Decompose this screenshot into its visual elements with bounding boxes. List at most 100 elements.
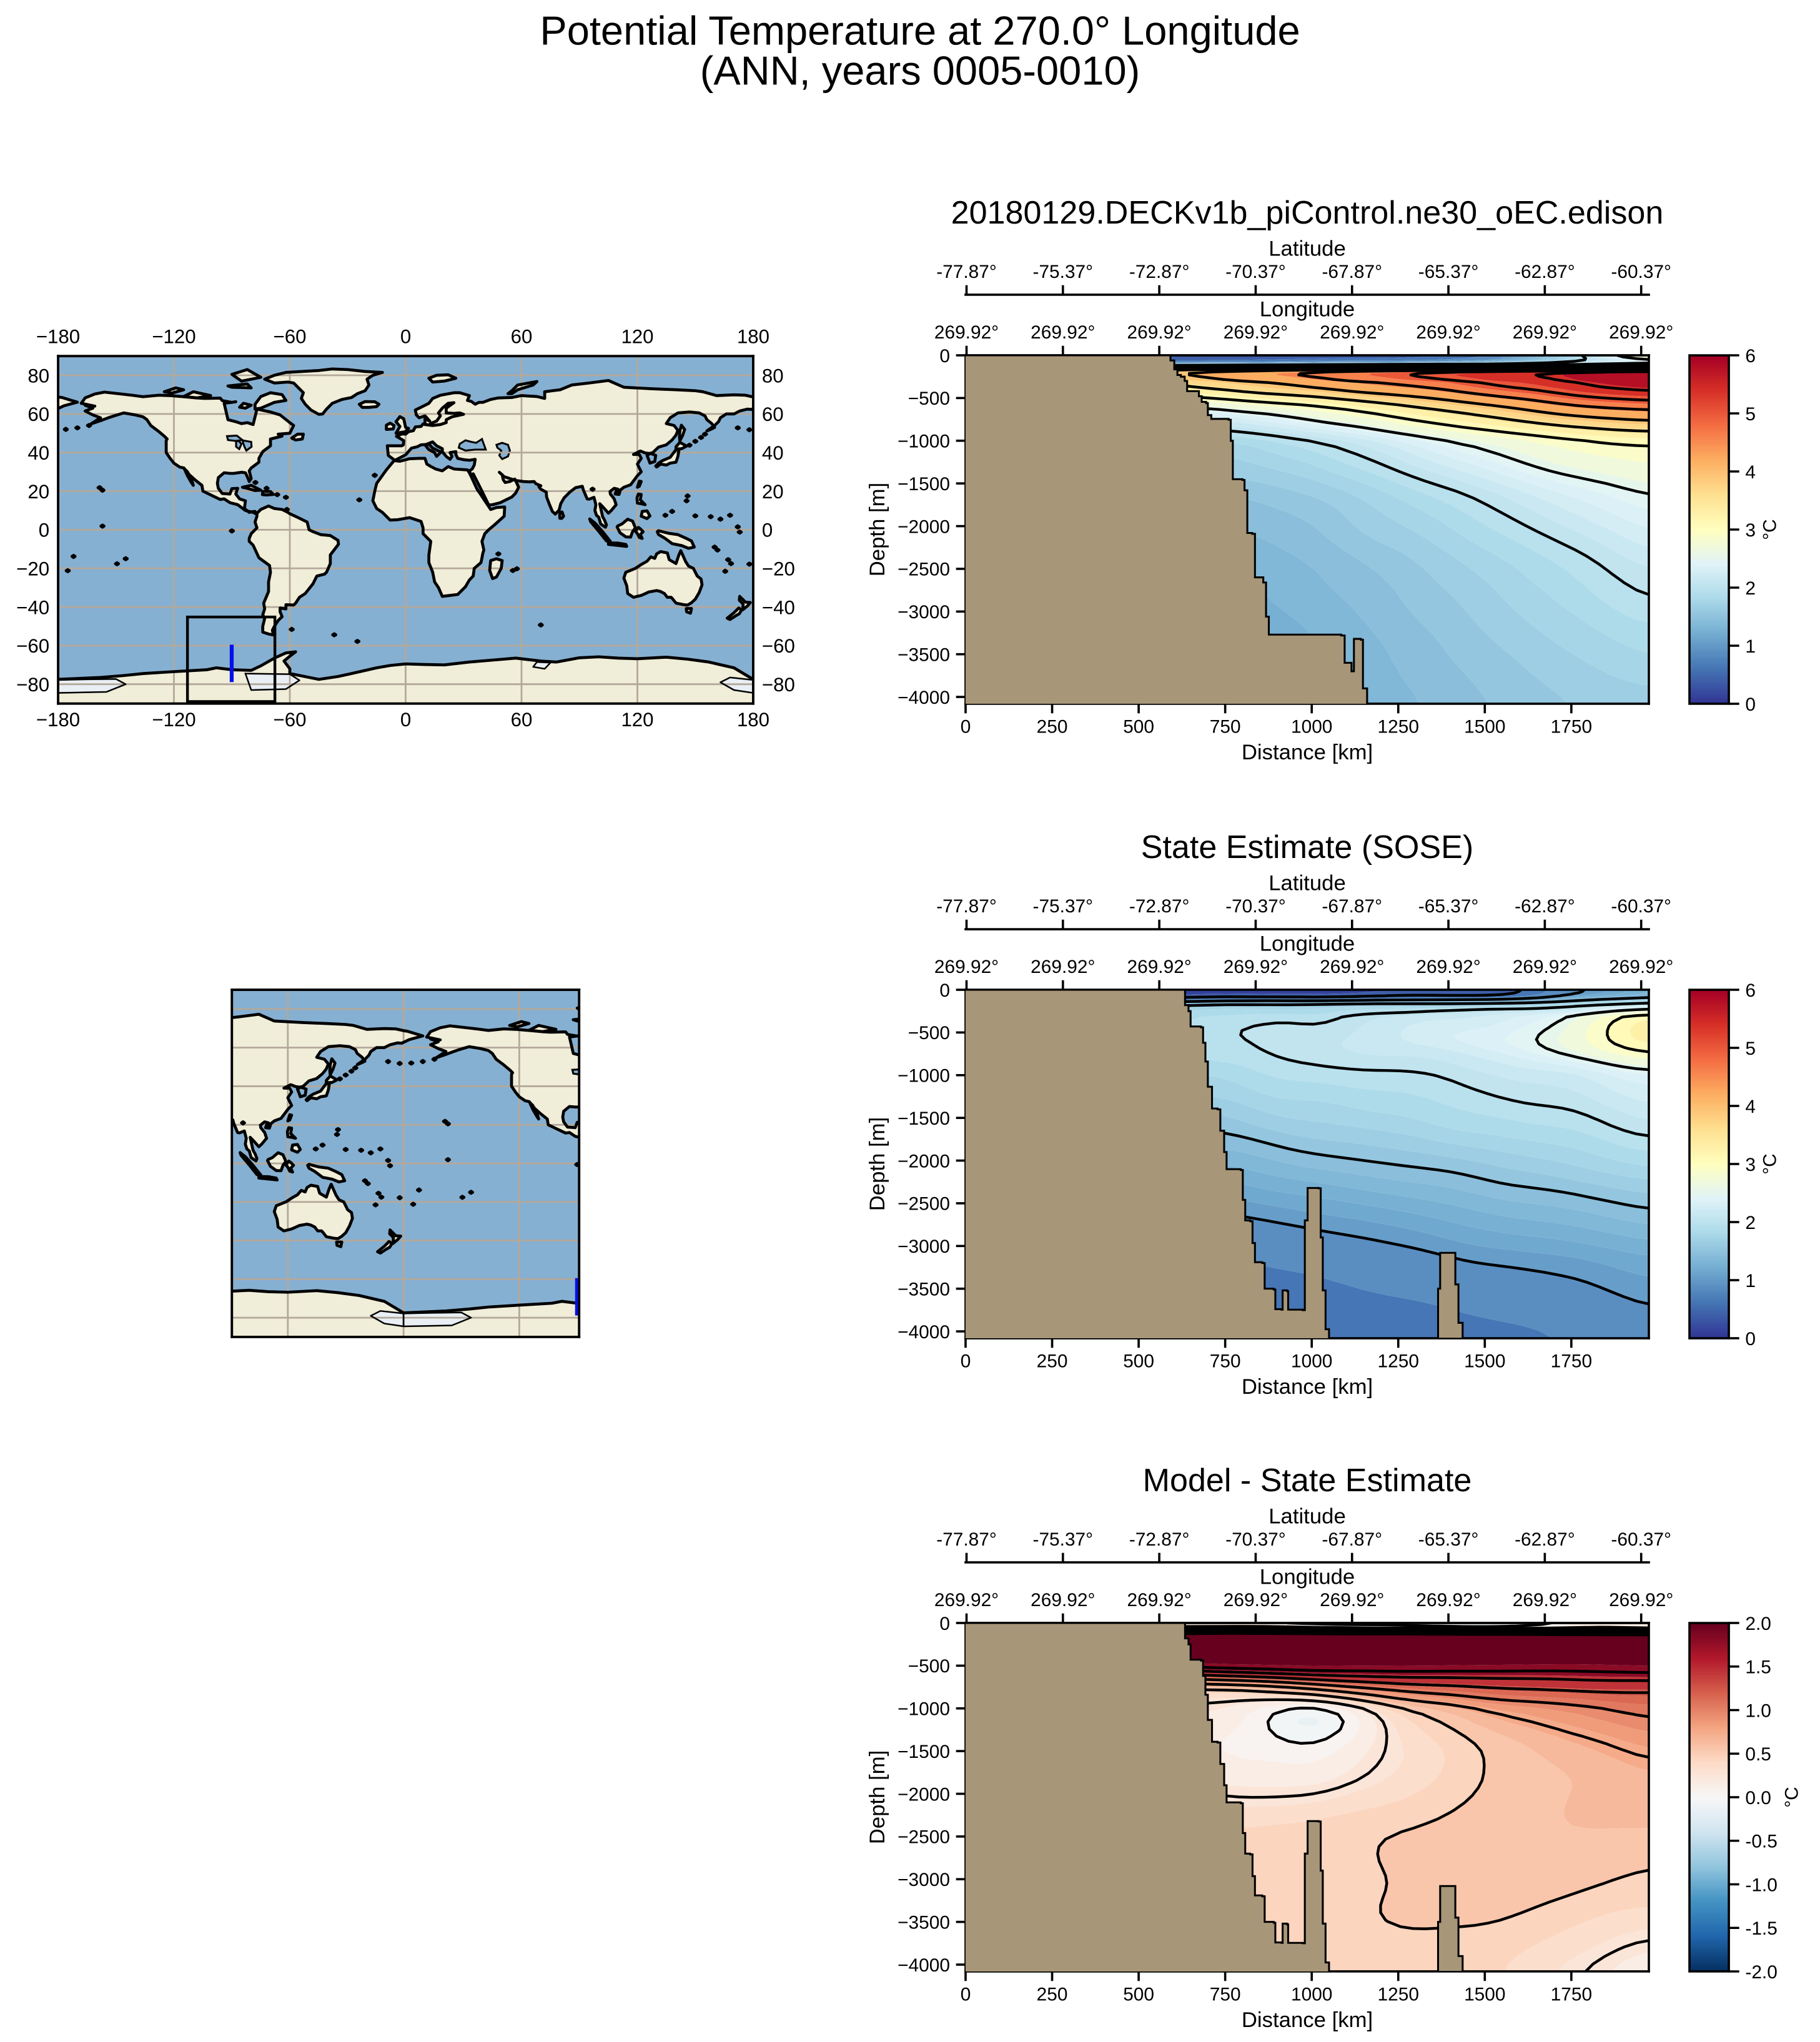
svg-text:180: 180 [737, 709, 769, 731]
svg-text:-67.87°: -67.87° [1322, 1529, 1382, 1550]
svg-text:-62.87°: -62.87° [1515, 262, 1575, 282]
svg-text:Distance [km]: Distance [km] [1242, 741, 1373, 764]
svg-text:269.92°: 269.92° [1127, 322, 1191, 343]
svg-text:269.92°: 269.92° [1224, 322, 1288, 343]
svg-text:60: 60 [511, 326, 533, 348]
svg-text:1000: 1000 [1291, 717, 1332, 737]
svg-text:°C: °C [1760, 1153, 1781, 1175]
svg-text:−1500: −1500 [898, 1108, 950, 1129]
svg-text:500: 500 [1123, 1351, 1154, 1372]
svg-text:−4000: −4000 [898, 1322, 950, 1343]
svg-text:−20: −20 [16, 558, 49, 580]
svg-text:120: 120 [621, 709, 653, 731]
svg-text:Distance [km]: Distance [km] [1242, 2008, 1373, 2032]
svg-text:-70.37°: -70.37° [1225, 896, 1286, 917]
svg-text:20: 20 [27, 481, 49, 503]
svg-text:60: 60 [511, 709, 533, 731]
svg-text:-65.37°: -65.37° [1418, 262, 1479, 282]
svg-text:1: 1 [1745, 636, 1756, 657]
svg-text:-65.37°: -65.37° [1418, 1529, 1479, 1550]
svg-text:250: 250 [1037, 1985, 1068, 2005]
svg-text:269.92°: 269.92° [1609, 1590, 1673, 1610]
svg-text:269.92°: 269.92° [1127, 957, 1191, 977]
svg-text:269.92°: 269.92° [934, 1590, 999, 1610]
svg-text:−2000: −2000 [898, 516, 950, 537]
svg-text:750: 750 [1210, 1351, 1241, 1372]
svg-text:-75.37°: -75.37° [1033, 896, 1094, 917]
svg-text:Longitude: Longitude [1260, 297, 1355, 321]
svg-text:250: 250 [1037, 717, 1068, 737]
svg-text:-60.37°: -60.37° [1611, 896, 1671, 917]
svg-text:750: 750 [1210, 1985, 1241, 2005]
svg-text:1: 1 [1745, 1271, 1756, 1291]
svg-text:269.92°: 269.92° [1127, 1590, 1191, 1610]
svg-text:269.92°: 269.92° [1416, 1590, 1480, 1610]
svg-text:40: 40 [27, 442, 49, 464]
svg-text:−60: −60 [762, 635, 795, 657]
svg-text:-70.37°: -70.37° [1225, 1529, 1286, 1550]
svg-text:4: 4 [1745, 462, 1756, 483]
svg-text:−40: −40 [16, 596, 49, 618]
svg-text:−500: −500 [908, 1023, 950, 1043]
svg-text:−20: −20 [762, 558, 795, 580]
svg-text:-77.87°: -77.87° [936, 896, 997, 917]
svg-text:-75.37°: -75.37° [1033, 1529, 1094, 1550]
svg-text:-1.5: -1.5 [1745, 1918, 1777, 1939]
svg-text:−500: −500 [908, 1656, 950, 1677]
svg-text:−2000: −2000 [898, 1151, 950, 1171]
svg-text:−180: −180 [36, 709, 80, 731]
svg-text:60: 60 [762, 403, 784, 425]
svg-text:269.92°: 269.92° [934, 957, 999, 977]
svg-text:1250: 1250 [1378, 717, 1419, 737]
svg-text:Depth [m]: Depth [m] [866, 483, 889, 577]
svg-text:80: 80 [27, 365, 49, 387]
svg-text:-67.87°: -67.87° [1322, 262, 1382, 282]
svg-text:−1000: −1000 [898, 1066, 950, 1087]
svg-text:−40: −40 [762, 596, 795, 618]
svg-text:1.0: 1.0 [1745, 1700, 1771, 1721]
svg-text:1750: 1750 [1551, 1985, 1592, 2005]
svg-text:−1500: −1500 [898, 1742, 950, 1762]
svg-text:-60.37°: -60.37° [1611, 262, 1671, 282]
svg-text:20: 20 [762, 481, 784, 503]
svg-text:4: 4 [1745, 1097, 1756, 1117]
svg-text:0: 0 [961, 1351, 971, 1372]
svg-text:6: 6 [1745, 980, 1756, 1001]
svg-text:Distance [km]: Distance [km] [1242, 1375, 1373, 1399]
svg-text:0: 0 [1745, 694, 1756, 715]
svg-text:120: 120 [621, 326, 653, 348]
svg-text:1750: 1750 [1551, 717, 1592, 737]
svg-text:0: 0 [939, 1614, 950, 1634]
svg-text:0: 0 [400, 709, 411, 731]
svg-text:269.92°: 269.92° [1609, 322, 1673, 343]
svg-text:750: 750 [1210, 717, 1241, 737]
svg-text:1500: 1500 [1464, 1351, 1505, 1372]
svg-text:−1500: −1500 [898, 474, 950, 495]
svg-text:−180: −180 [36, 326, 80, 348]
svg-text:0: 0 [939, 346, 950, 367]
svg-text:0.0: 0.0 [1745, 1788, 1771, 1808]
svg-text:−3000: −3000 [898, 1870, 950, 1890]
svg-text:269.92°: 269.92° [1031, 957, 1095, 977]
svg-text:Potential Temperature at 270.0: Potential Temperature at 270.0° Longitud… [540, 8, 1300, 54]
svg-text:−80: −80 [762, 674, 795, 696]
svg-text:-1.0: -1.0 [1745, 1875, 1777, 1895]
svg-text:-67.87°: -67.87° [1322, 896, 1382, 917]
svg-text:269.92°: 269.92° [1416, 322, 1480, 343]
svg-text:0: 0 [961, 1985, 971, 2005]
svg-text:−60: −60 [274, 326, 307, 348]
svg-text:−120: −120 [152, 326, 195, 348]
svg-text:500: 500 [1123, 717, 1154, 737]
svg-text:−2500: −2500 [898, 560, 950, 580]
svg-text:Model - State Estimate: Model - State Estimate [1143, 1462, 1472, 1499]
svg-text:2: 2 [1745, 1213, 1756, 1233]
svg-text:1500: 1500 [1464, 717, 1505, 737]
svg-text:1000: 1000 [1291, 1351, 1332, 1372]
svg-text:-72.87°: -72.87° [1129, 1529, 1190, 1550]
svg-text:−1000: −1000 [898, 1699, 950, 1720]
svg-text:-72.87°: -72.87° [1129, 262, 1190, 282]
svg-text:-75.37°: -75.37° [1033, 262, 1094, 282]
svg-text:269.92°: 269.92° [1320, 1590, 1384, 1610]
svg-text:−4000: −4000 [898, 688, 950, 708]
svg-text:269.92°: 269.92° [1320, 322, 1384, 343]
